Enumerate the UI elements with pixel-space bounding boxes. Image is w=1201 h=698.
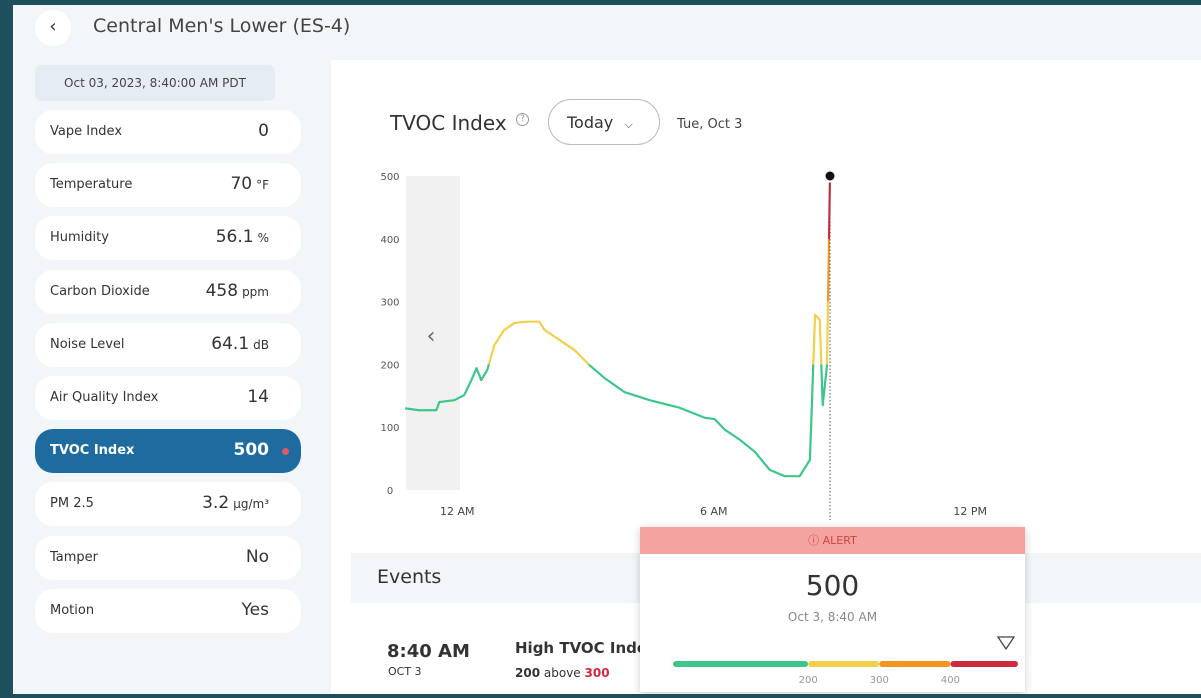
sensor-unit: °F bbox=[256, 178, 269, 193]
sensor-value: 3.2 µg/m³ bbox=[202, 493, 269, 513]
scale-segment bbox=[808, 661, 880, 667]
scale-segment bbox=[879, 661, 951, 667]
sensor-unit: dB bbox=[253, 337, 269, 352]
alert-dot bbox=[282, 448, 289, 456]
x-tick-label: 12 AM bbox=[440, 505, 475, 518]
event-name[interactable]: High TVOC Index bbox=[515, 639, 657, 657]
sensor-number: 14 bbox=[247, 387, 269, 407]
sensor-row[interactable]: Tamper No bbox=[35, 535, 301, 580]
sensor-value: No bbox=[246, 547, 269, 567]
event-relation: above bbox=[543, 666, 581, 680]
sensor-label: Motion bbox=[50, 602, 95, 618]
cursor-dot bbox=[823, 169, 837, 183]
tvoc-line bbox=[404, 175, 832, 478]
previous-day-band bbox=[406, 176, 460, 490]
sensor-row[interactable]: Carbon Dioxide 458 ppm bbox=[35, 269, 301, 314]
y-tick-label: 200 bbox=[380, 360, 399, 371]
scale-pointer bbox=[996, 636, 1016, 651]
sensor-row[interactable]: Temperature 70 °F bbox=[35, 163, 301, 208]
y-tick-label: 100 bbox=[380, 423, 399, 434]
sensor-number: 500 bbox=[233, 440, 270, 461]
sensor-value: 500 bbox=[234, 440, 270, 460]
sensor-unit: % bbox=[257, 231, 269, 246]
y-tick-label: 0 bbox=[387, 486, 393, 497]
event-time: 8:40 AM bbox=[387, 641, 470, 662]
sensor-label: Carbon Dioxide bbox=[50, 283, 150, 299]
chart: 0 100 200 300 400 500 12 AM 6 AM 12 PM ‹ bbox=[380, 169, 987, 520]
events-title: Events bbox=[377, 566, 442, 588]
y-tick-label: 500 bbox=[380, 172, 399, 183]
y-tick-label: 400 bbox=[380, 235, 399, 246]
range-label: Today bbox=[567, 113, 614, 132]
sensor-row[interactable]: Humidity 56.1% bbox=[35, 216, 301, 261]
event-date: OCT 3 bbox=[388, 665, 422, 678]
sensor-number: 458 bbox=[205, 280, 239, 301]
sensor-row[interactable]: PM 2.5 3.2 µg/m³ bbox=[35, 482, 301, 527]
back-button[interactable]: ‹ bbox=[35, 10, 71, 46]
scale-tick-label: 200 bbox=[799, 675, 818, 686]
sensor-label: Vape Index bbox=[50, 124, 123, 139]
sensor-label: Tamper bbox=[50, 549, 99, 565]
sensor-number: 70 bbox=[230, 174, 253, 195]
x-tick-label: 12 PM bbox=[953, 505, 987, 518]
scale-segment bbox=[673, 661, 809, 667]
sensor-number: 64.1 bbox=[211, 333, 250, 354]
severity-scale: 200 300 400 bbox=[673, 636, 1018, 686]
sensor-row[interactable]: Noise Level 64.1 dB bbox=[35, 322, 301, 367]
sensor-value: 458 ppm bbox=[206, 281, 269, 301]
sensor-value: 14 bbox=[247, 387, 269, 407]
page-title: Central Men's Lower (ES-4) bbox=[93, 15, 351, 37]
scale-segment bbox=[950, 661, 1018, 667]
panel-title: TVOC Index bbox=[390, 111, 507, 135]
sensor-value: 56.1% bbox=[216, 227, 269, 247]
event-value: 200 bbox=[515, 666, 541, 680]
sensor-label: PM 2.5 bbox=[50, 496, 94, 512]
range-dropdown[interactable]: Today ⌵ bbox=[548, 99, 660, 145]
x-tick-label: 6 AM bbox=[700, 505, 728, 518]
tooltip-value: 500 bbox=[805, 569, 860, 602]
sensor-row[interactable]: Motion Yes bbox=[35, 588, 301, 633]
window: ‹ Central Men's Lower (ES-4) Oct 03, 202… bbox=[13, 5, 1201, 694]
sensor-value: 70 °F bbox=[230, 174, 269, 194]
sensor-label: Air Quality Index bbox=[50, 390, 159, 405]
sensor-label: Noise Level bbox=[50, 336, 125, 352]
sensor-number: No bbox=[245, 546, 269, 567]
tooltip-header: ⓘ ALERT bbox=[640, 527, 1025, 554]
sensor-row[interactable]: Air Quality Index 14 bbox=[35, 376, 301, 420]
sensor-value: 0 bbox=[258, 121, 269, 141]
sensor-label: TVOC Index bbox=[50, 443, 135, 459]
y-tick-label: 300 bbox=[380, 298, 399, 309]
sensor-unit: µg/m³ bbox=[233, 497, 269, 512]
tooltip: ⓘ ALERT 500 Oct 3, 8:40 AM 200 300 400 bbox=[640, 527, 1025, 692]
sensor-label: Humidity bbox=[50, 230, 109, 246]
panel-date: Tue, Oct 3 bbox=[677, 117, 743, 132]
sensor-value: 64.1 dB bbox=[211, 334, 269, 354]
event-desc: 200 above 300 bbox=[515, 666, 610, 680]
sensor-number: 0 bbox=[258, 121, 269, 141]
help-icon[interactable]: ? bbox=[516, 113, 529, 126]
sensor-number: 3.2 bbox=[202, 493, 230, 514]
scale-tick-label: 400 bbox=[941, 675, 960, 686]
timestamp: Oct 03, 2023, 8:40:00 AM PDT bbox=[35, 65, 275, 101]
event-limit: 300 bbox=[584, 666, 610, 680]
sensor-unit: ppm bbox=[242, 284, 269, 299]
scale-tick-label: 300 bbox=[870, 675, 889, 686]
sensor-number: Yes bbox=[241, 599, 269, 620]
sensor-row[interactable]: TVOC Index 500 bbox=[35, 429, 301, 474]
tooltip-time: Oct 3, 8:40 AM bbox=[787, 610, 878, 624]
sensor-row[interactable]: Vape Index 0 bbox=[35, 110, 301, 154]
sensor-number: 56.1 bbox=[215, 227, 254, 248]
chart-prev-arrow[interactable]: ‹ bbox=[427, 324, 436, 349]
tooltip-status: ALERT bbox=[822, 534, 857, 547]
sensor-label: Temperature bbox=[50, 177, 133, 193]
sensor-value: Yes bbox=[242, 600, 269, 620]
